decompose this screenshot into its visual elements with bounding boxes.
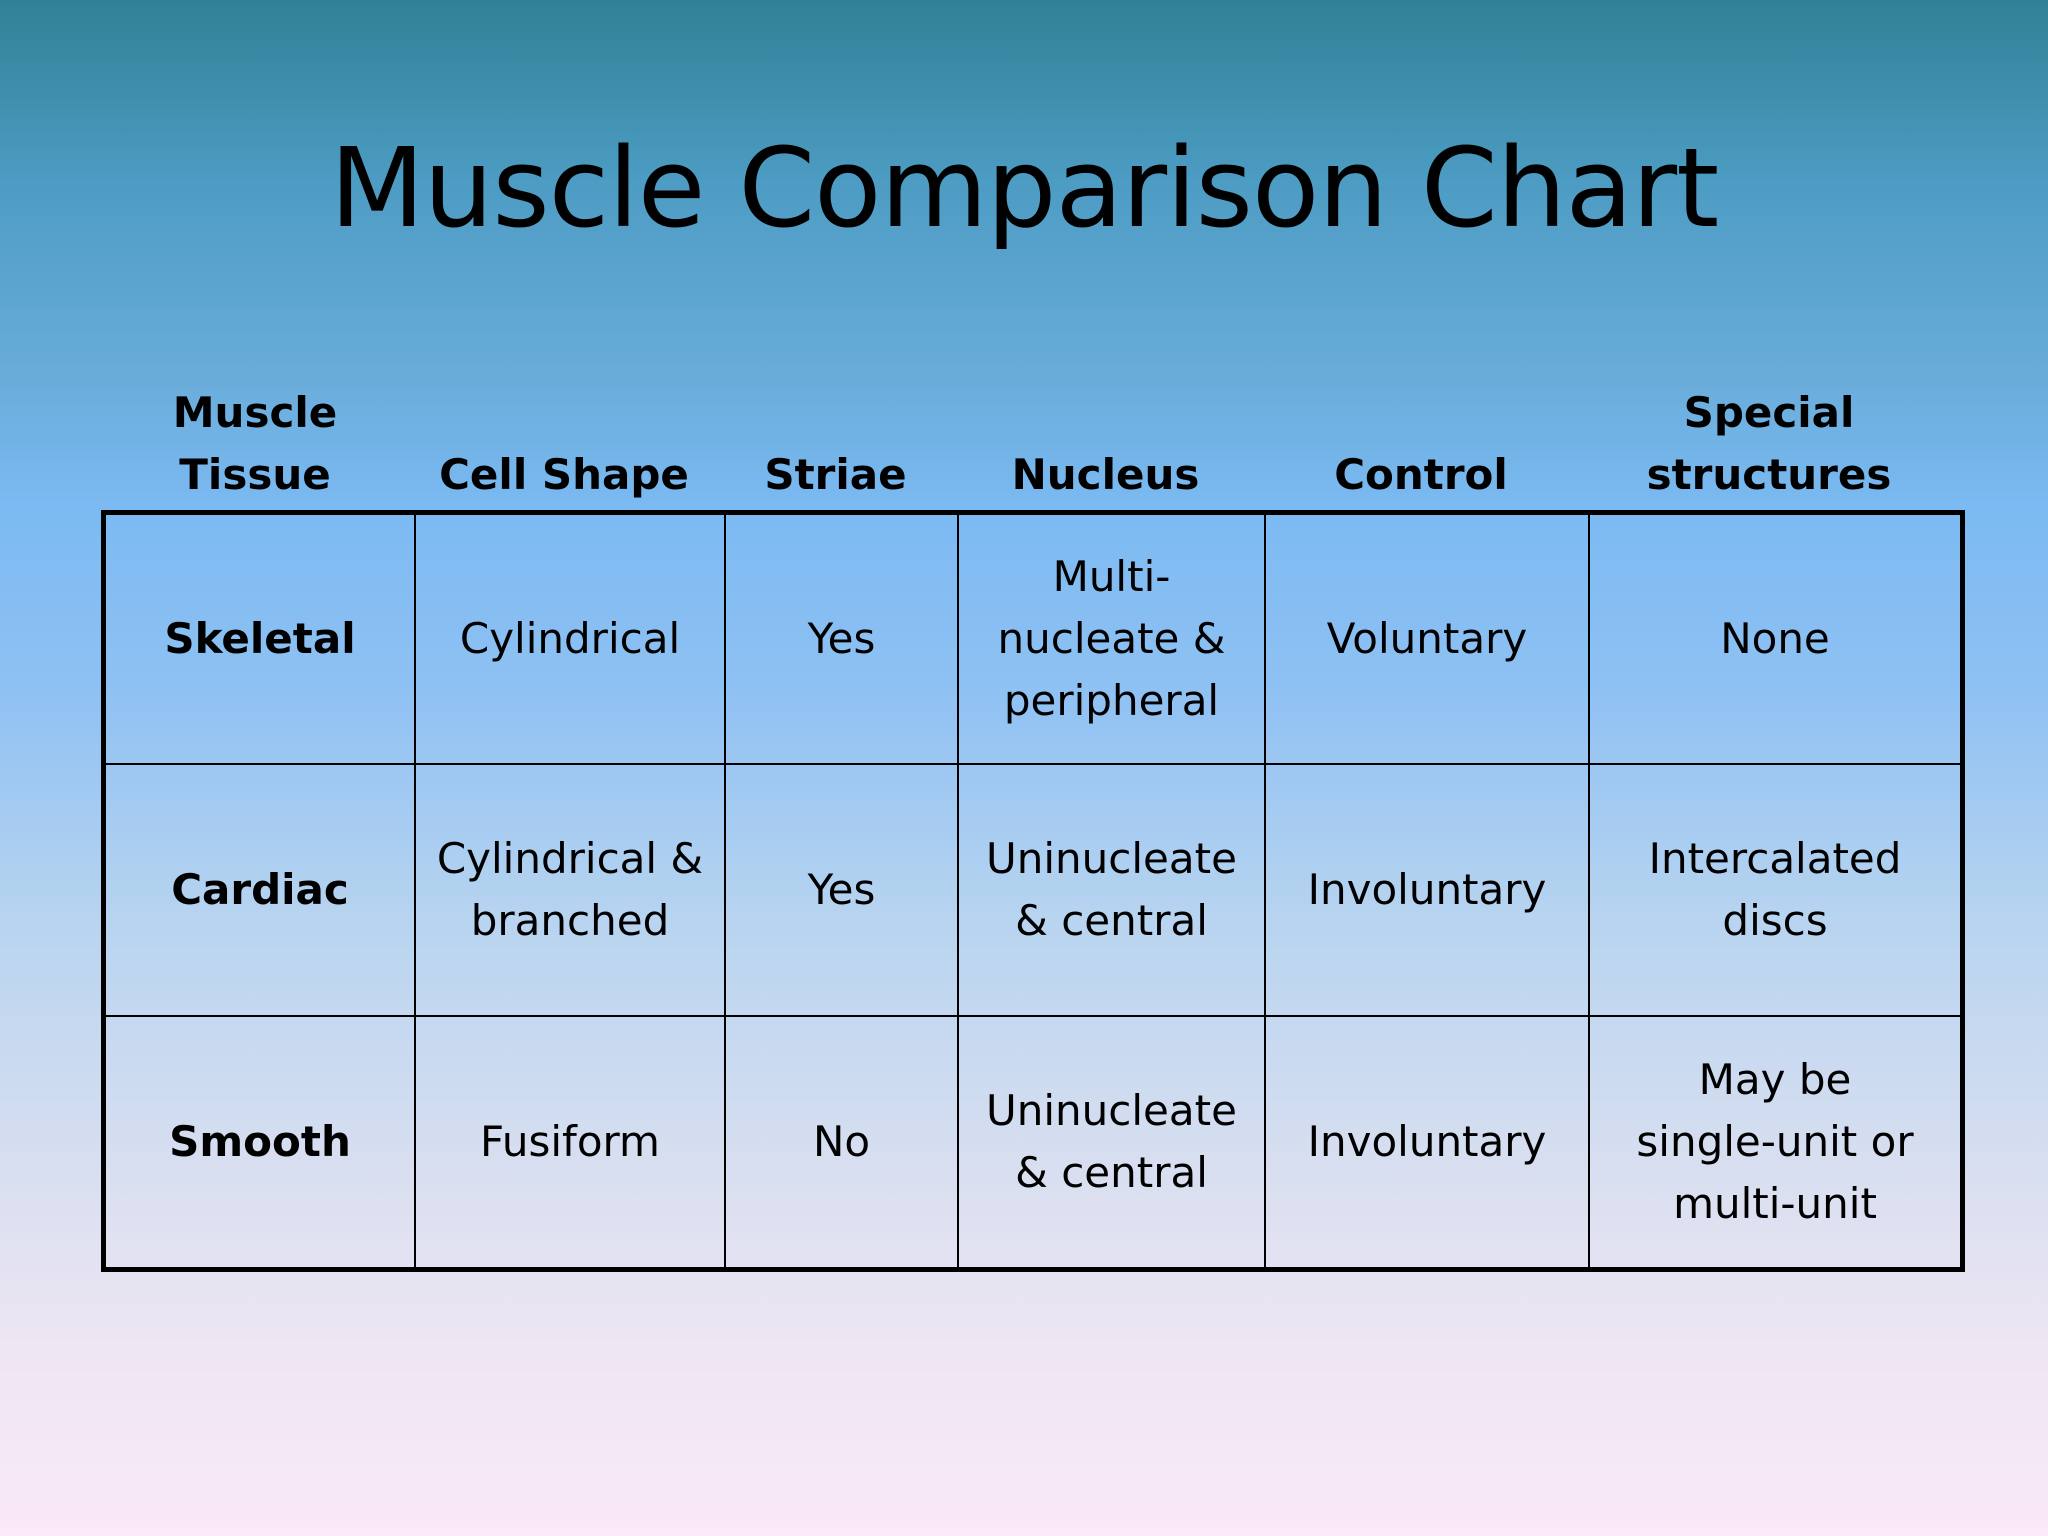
row-label-skeletal: Skeletal: [164, 614, 356, 663]
table-cell: Cylindrical & branched: [414, 765, 724, 1015]
comparison-table: Muscle Tissue Cell Shape Striae Nucleus …: [101, 378, 1965, 1272]
table-cell: Uninucleate & central: [957, 1017, 1264, 1267]
row-label-smooth: Smooth: [169, 1117, 351, 1166]
table-body: Skeletal Cylindrical Yes Multi- nucleate…: [101, 510, 1965, 1272]
header-nucleus: Nucleus: [1011, 450, 1200, 499]
table-cell: Uninucleate & central: [957, 765, 1264, 1015]
table-header-row: Muscle Tissue Cell Shape Striae Nucleus …: [101, 378, 1965, 510]
table-cell: May be single-unit or multi-unit: [1588, 1017, 1960, 1267]
header-special-structures: Special structures: [1646, 388, 1892, 499]
header-striae: Striae: [764, 450, 907, 499]
table-cell: Fusiform: [414, 1017, 724, 1267]
row-label-cardiac: Cardiac: [171, 865, 349, 914]
table-cell: Involuntary: [1264, 765, 1588, 1015]
table-cell: Cylindrical: [414, 515, 724, 763]
table-row: Cardiac Cylindrical & branched Yes Uninu…: [106, 763, 1960, 1015]
table-cell: Yes: [724, 765, 957, 1015]
header-control: Control: [1334, 450, 1508, 499]
table-cell: No: [724, 1017, 957, 1267]
table-cell: Voluntary: [1264, 515, 1588, 763]
header-cell-shape: Cell Shape: [439, 450, 689, 499]
table-row: Skeletal Cylindrical Yes Multi- nucleate…: [106, 515, 1960, 763]
table-cell: Involuntary: [1264, 1017, 1588, 1267]
table-cell: Yes: [724, 515, 957, 763]
table-row: Smooth Fusiform No Uninucleate & central…: [106, 1015, 1960, 1267]
header-muscle-tissue: Muscle Tissue: [172, 388, 338, 499]
table-cell: Multi- nucleate & peripheral: [957, 515, 1264, 763]
table-cell: Intercalated discs: [1588, 765, 1960, 1015]
table-cell: None: [1588, 515, 1960, 763]
slide-title: Muscle Comparison Chart: [329, 124, 1719, 252]
